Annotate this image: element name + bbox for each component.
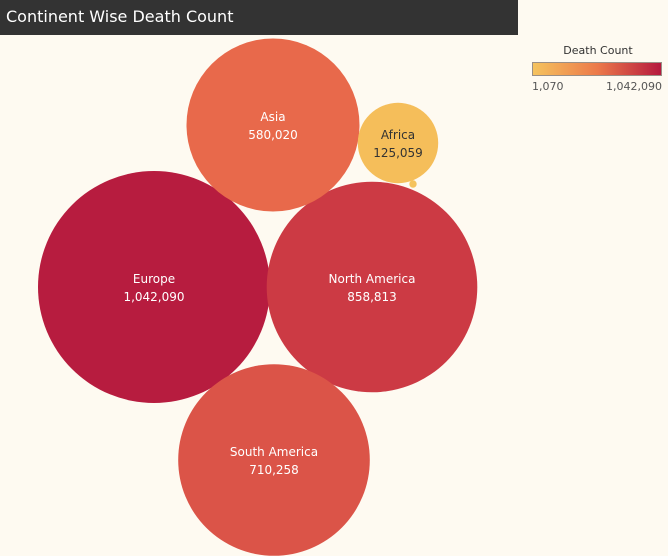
legend-labels: 1,070 1,042,090	[532, 80, 664, 94]
bubble-europe[interactable]: Europe 1,042,090	[38, 171, 270, 403]
legend-max-label: 1,042,090	[606, 80, 662, 93]
bubble-circle-small[interactable]	[409, 180, 417, 188]
bubble-value-label: 580,020	[248, 128, 298, 142]
title-bar: Continent Wise Death Count	[0, 0, 518, 35]
legend-title: Death Count	[563, 44, 633, 57]
bubble-south-america[interactable]: South America 710,258	[178, 364, 370, 556]
bubble-name-label: Europe	[133, 272, 175, 286]
color-legend: Death Count 1,070 1,042,090	[532, 44, 664, 94]
bubble-value-label: 710,258	[249, 463, 299, 477]
bubble-name-label: Asia	[260, 110, 285, 124]
legend-gradient-bar	[532, 62, 662, 76]
bubble-small[interactable]	[409, 180, 417, 188]
bubble-name-label: South America	[230, 445, 318, 459]
bubble-name-label: Africa	[381, 128, 415, 142]
bubble-value-label: 858,813	[347, 290, 397, 304]
bubble-circle-north-america[interactable]	[266, 181, 478, 393]
legend-min-label: 1,070	[532, 80, 564, 93]
bubble-asia[interactable]: Asia 580,020	[186, 38, 360, 212]
bubble-value-label: 1,042,090	[123, 290, 184, 304]
bubble-north-america[interactable]: North America 858,813	[266, 181, 478, 393]
chart-title: Continent Wise Death Count	[6, 7, 234, 26]
bubble-circle-africa[interactable]	[357, 102, 439, 184]
bubble-name-label: North America	[329, 272, 416, 286]
bubble-circle-asia[interactable]	[186, 38, 360, 212]
bubble-circle-europe[interactable]	[38, 171, 270, 403]
bubble-circle-south-america[interactable]	[178, 364, 370, 556]
bubble-value-label: 125,059	[373, 146, 423, 160]
bubble-africa[interactable]: Africa 125,059	[357, 102, 439, 184]
